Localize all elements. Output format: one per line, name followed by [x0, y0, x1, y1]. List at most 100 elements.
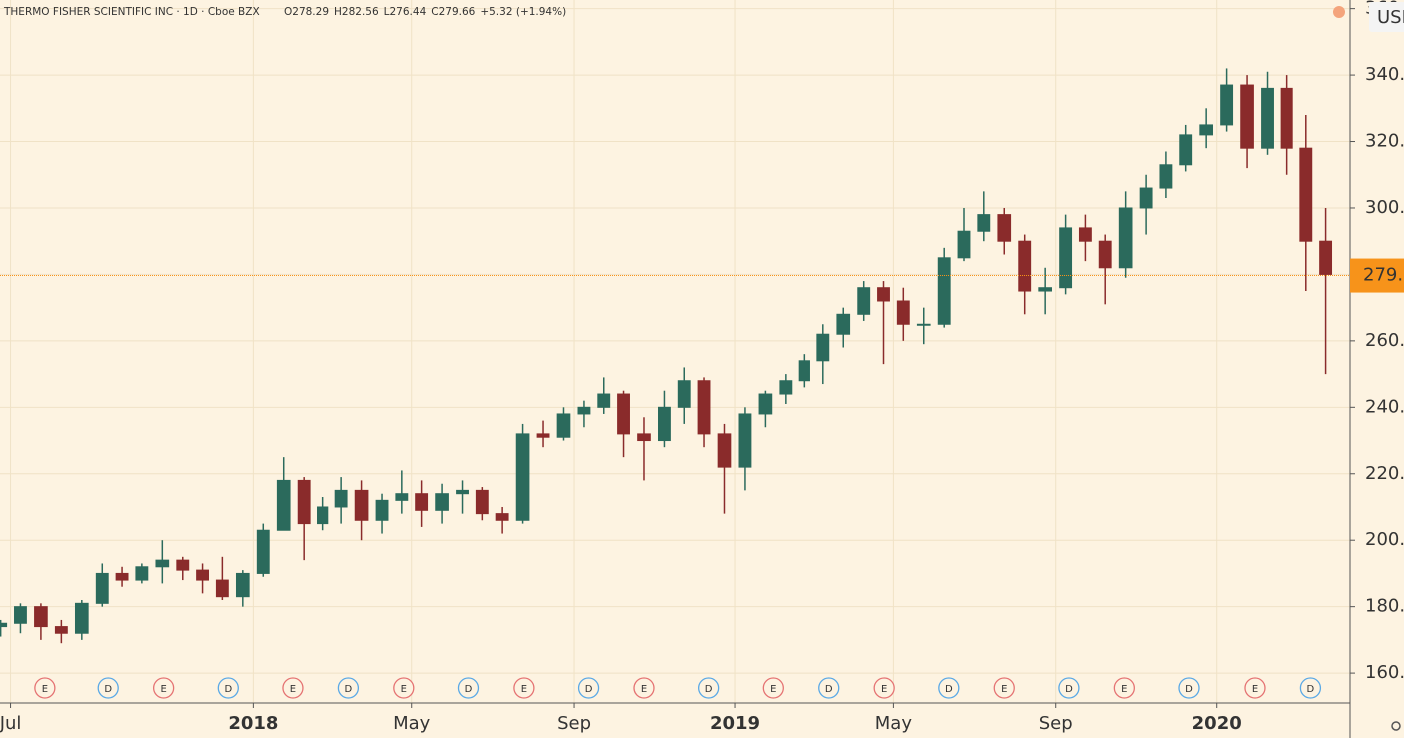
- event-label: D: [465, 684, 473, 695]
- candle-body: [536, 433, 550, 438]
- event-marker: [577, 677, 600, 699]
- candle-body: [317, 506, 329, 525]
- candle-body: [677, 380, 691, 408]
- candle-body: [779, 380, 793, 395]
- candle-body: [877, 287, 890, 302]
- status-dot: [1333, 6, 1345, 18]
- y-tick-label: 180.00: [1365, 596, 1404, 617]
- candle-body: [1098, 240, 1112, 269]
- candle-body: [1059, 227, 1073, 289]
- candle-body: [74, 602, 89, 634]
- last-price-tag: [1350, 258, 1404, 293]
- event-marker: [393, 677, 415, 699]
- event-marker: [1178, 677, 1200, 699]
- candle-body: [556, 413, 571, 438]
- currency-box: [1369, 2, 1404, 32]
- candle-body: [658, 406, 671, 442]
- candle-body: [415, 493, 429, 511]
- event-marker: [633, 677, 655, 699]
- candle-body: [456, 489, 469, 495]
- candle-body: [977, 214, 991, 232]
- candle-body: [617, 393, 630, 435]
- event-label: D: [825, 684, 833, 695]
- event-label: D: [945, 684, 953, 695]
- candle-body: [637, 433, 651, 442]
- candle-body: [1199, 124, 1213, 136]
- x-tick-label: 2020: [1192, 713, 1242, 734]
- candle-body: [1139, 187, 1153, 209]
- event-label: D: [1307, 684, 1315, 695]
- event-marker: [1113, 677, 1135, 699]
- candle-body: [395, 493, 409, 501]
- legend-title: THERMO FISHER SCIENTIFIC INC · 1D · Cboe…: [3, 6, 260, 18]
- grid: [0, 0, 1350, 703]
- event-label: D: [224, 684, 232, 695]
- event-label: D: [1185, 684, 1193, 695]
- event-marker: [1058, 677, 1080, 699]
- legend-values: O278.29 H282.56 L276.44 C279.66 +5.32 (+1.94…: [284, 6, 566, 18]
- event-label: E: [1001, 684, 1007, 695]
- candle-body: [1280, 87, 1293, 149]
- event-label: D: [345, 684, 353, 695]
- candle-body: [215, 579, 229, 598]
- event-marker: [152, 677, 175, 699]
- event-label: D: [705, 684, 713, 695]
- x-tick-label: Jul: [0, 713, 21, 734]
- candle-body: [435, 493, 449, 511]
- settings-icon[interactable]: [1391, 721, 1401, 731]
- candle-body: [1220, 84, 1234, 126]
- event-label: E: [160, 684, 166, 695]
- candle-body: [1038, 287, 1052, 292]
- x-tick-label: Sep: [557, 713, 591, 734]
- event-marker: [34, 677, 56, 699]
- legend-value: O278.29: [284, 6, 329, 18]
- y-tick-label: 240.00: [1365, 396, 1404, 417]
- candle-body: [1319, 240, 1333, 275]
- candle-body: [816, 333, 830, 362]
- last-price-label: 279.66: [1363, 265, 1404, 286]
- event-label: E: [290, 684, 296, 695]
- candle-body: [896, 300, 910, 325]
- candle-body: [1118, 207, 1133, 269]
- candle-body: [738, 413, 752, 468]
- y-tick-label: 220.00: [1365, 463, 1404, 484]
- event-marker: [993, 677, 1015, 699]
- candle-body: [577, 406, 591, 415]
- candle-body: [135, 566, 149, 581]
- candle-body: [495, 513, 509, 521]
- candle-body: [836, 313, 851, 335]
- y-tick-label: 200.00: [1365, 529, 1404, 550]
- candle-body: [34, 606, 48, 628]
- event-marker: [217, 677, 239, 699]
- event-label: D: [1065, 684, 1073, 695]
- x-tick-label: Sep: [1039, 713, 1073, 734]
- candle-body: [256, 529, 270, 574]
- candle-body: [354, 489, 369, 521]
- y-tick-label: 160.00: [1365, 662, 1404, 683]
- candle-body: [475, 489, 489, 515]
- candle-body: [957, 230, 971, 259]
- candle-body: [515, 433, 530, 521]
- event-label: E: [881, 684, 887, 695]
- candle-body: [1179, 134, 1193, 166]
- legend-value: L276.44: [384, 6, 427, 18]
- event-marker: [282, 677, 304, 699]
- candle-body: [1078, 227, 1092, 242]
- candle-body: [1261, 87, 1274, 149]
- candle-body: [1159, 164, 1173, 189]
- x-tick-label: May: [875, 713, 913, 734]
- event-label: E: [401, 684, 407, 695]
- candle-body: [334, 489, 348, 508]
- y-tick-label: 300.00: [1365, 197, 1404, 218]
- event-label: D: [585, 684, 593, 695]
- currency-label: USD: [1377, 7, 1404, 28]
- event-marker: [513, 677, 535, 699]
- candle-body: [115, 572, 129, 581]
- candle-body: [857, 287, 871, 315]
- event-marker: [337, 677, 360, 699]
- x-tick-label: May: [393, 713, 431, 734]
- candle-body: [916, 323, 931, 326]
- event-label: D: [104, 684, 112, 695]
